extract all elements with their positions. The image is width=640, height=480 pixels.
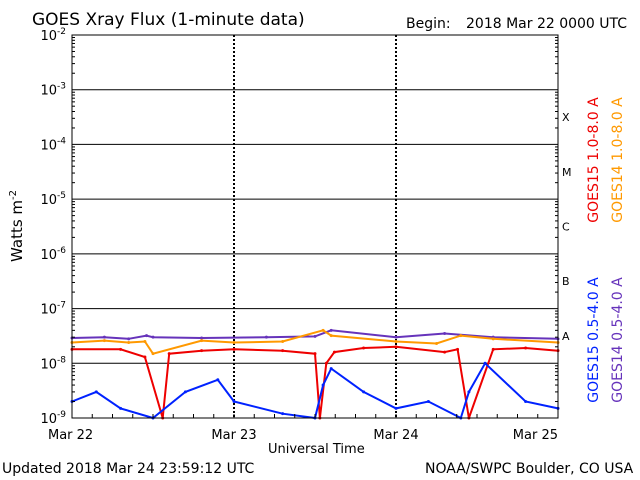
data-point: [143, 355, 147, 359]
data-point: [459, 334, 463, 338]
flare-class-label: M: [562, 166, 572, 179]
chart-title: GOES Xray Flux (1-minute data): [32, 10, 305, 30]
credit-text: NOAA/SWPC Boulder, CO USA: [425, 461, 634, 477]
data-point: [281, 349, 285, 353]
data-point: [200, 336, 204, 340]
data-point: [329, 367, 333, 371]
flare-class-labels: X M C B A: [562, 111, 572, 343]
data-point: [232, 340, 236, 344]
data-point: [145, 334, 149, 338]
data-point: [443, 350, 447, 354]
data-point: [143, 340, 147, 344]
data-point: [324, 361, 328, 365]
data-point: [394, 335, 398, 339]
legend: GOES15 1.0-8.0 A GOES14 1.0-8.0 A GOES15 0…: [586, 97, 626, 403]
y-tick-label: 10-2: [40, 27, 66, 44]
data-point: [491, 347, 495, 351]
data-point: [216, 378, 220, 382]
data-point: [119, 406, 123, 410]
data-point: [119, 347, 123, 351]
data-point: [281, 412, 285, 416]
y-tick-label: 10-7: [40, 301, 66, 318]
y-tick-label: 10-8: [40, 355, 66, 372]
y-tick-label: 10-6: [40, 246, 66, 263]
data-point: [362, 346, 366, 350]
data-point: [183, 390, 187, 394]
data-point: [102, 339, 106, 343]
begin-value: 2018 Mar 22 0000 UTC: [466, 16, 628, 32]
x-tick-label: Mar 23: [211, 428, 256, 443]
data-point: [435, 341, 438, 345]
legend-entry: GOES14 1.0-8.0 A: [610, 97, 626, 223]
data-point: [332, 350, 336, 354]
legend-entry: GOES15 1.0-8.0 A: [586, 97, 602, 223]
legend-entry: GOES15 0.5-4.0 A: [586, 277, 602, 403]
data-point: [394, 406, 398, 410]
x-axis-ticks: Mar 22 Mar 23 Mar 24 Mar 25: [48, 414, 559, 443]
flare-class-label: B: [562, 275, 570, 288]
data-point: [200, 339, 204, 343]
x-tick-label: Mar 25: [513, 428, 558, 443]
series-layer: [70, 328, 560, 420]
y-axis-label: Watts m-2: [8, 190, 26, 262]
begin-label: Begin:: [406, 16, 451, 32]
flare-class-label: A: [562, 330, 570, 343]
x-tick-label: Mar 22: [48, 428, 93, 443]
series-line: [72, 345, 559, 419]
data-point: [524, 346, 528, 350]
data-point: [321, 328, 325, 332]
data-point: [167, 352, 171, 356]
data-point: [94, 390, 98, 394]
data-point: [127, 337, 131, 341]
legend-entry: GOES14 0.5-4.0 A: [610, 277, 626, 403]
updated-timestamp: Updated 2018 Mar 24 23:59:12 UTC: [2, 461, 255, 477]
data-point: [200, 349, 204, 353]
y-tick-label: 10-3: [40, 82, 66, 99]
y-tick-label: 10-9: [40, 410, 66, 427]
data-point: [362, 390, 366, 394]
flare-class-label: C: [562, 221, 570, 234]
data-point: [232, 347, 236, 351]
data-point: [394, 340, 398, 344]
data-point: [491, 337, 495, 341]
y-tick-label: 10-4: [40, 136, 66, 153]
y-tick-label: 10-5: [40, 191, 66, 208]
y-axis-ticks: 10-2 10-3 10-4 10-5 10-6 10-7 10-8 10-9: [40, 27, 558, 427]
data-point: [313, 352, 317, 356]
data-point: [394, 345, 398, 349]
data-point: [102, 335, 106, 339]
data-point: [483, 361, 487, 365]
data-point: [426, 400, 430, 404]
data-point: [329, 334, 333, 338]
x-axis-label: Universal Time: [268, 442, 365, 457]
data-point: [264, 335, 268, 339]
data-point: [456, 347, 460, 351]
data-point: [313, 334, 317, 338]
data-point: [329, 328, 333, 332]
data-point: [321, 383, 325, 387]
x-tick-label: Mar 24: [373, 428, 418, 443]
data-point: [281, 340, 285, 344]
data-point: [151, 352, 155, 356]
data-point: [443, 332, 447, 336]
data-point: [151, 335, 155, 339]
flare-class-label: X: [562, 111, 570, 124]
data-point: [232, 400, 236, 404]
data-point: [467, 390, 471, 394]
data-point: [127, 340, 131, 344]
data-point: [524, 400, 528, 404]
